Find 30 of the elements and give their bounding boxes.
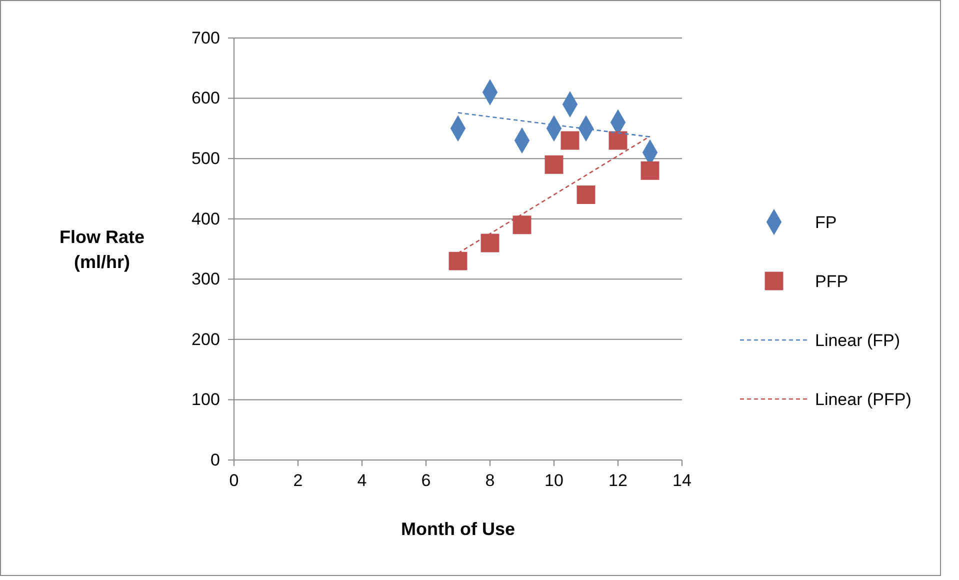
x-tick-label: 12 (608, 471, 628, 490)
x-axis-title: Month of Use (401, 519, 515, 539)
point (640, 161, 660, 180)
point (560, 131, 580, 150)
x-tick-label: 14 (672, 471, 692, 490)
y-tick-label: 600 (192, 88, 220, 108)
x-tick-label: 4 (357, 471, 367, 490)
legend-label: Linear (PFP) (815, 390, 912, 409)
y-axis-title: Flow Rate (ml/hr) (59, 227, 145, 272)
y-tick-label: 400 (192, 209, 220, 228)
x-tick-label: 8 (485, 471, 495, 490)
legend-label: FP (815, 212, 837, 232)
y-tick-label: 0 (210, 450, 220, 470)
point (608, 131, 628, 150)
legend-label: PFP (815, 272, 848, 291)
point (448, 252, 468, 270)
y-tick-label: 500 (192, 149, 220, 168)
point (480, 234, 500, 252)
legend-label: Linear (FP) (815, 330, 900, 350)
y-tick-label: 200 (192, 330, 220, 349)
point (512, 216, 532, 234)
y-tick-label: 300 (192, 270, 220, 289)
x-tick-label: 2 (293, 471, 303, 490)
point (544, 155, 564, 174)
y-tick-label: 700 (192, 28, 220, 48)
point (576, 186, 596, 204)
x-tick-label: 6 (421, 471, 431, 490)
y-tick-label: 100 (192, 390, 220, 410)
x-tick-label: 10 (544, 471, 564, 490)
x-tick-label: 0 (229, 471, 239, 490)
